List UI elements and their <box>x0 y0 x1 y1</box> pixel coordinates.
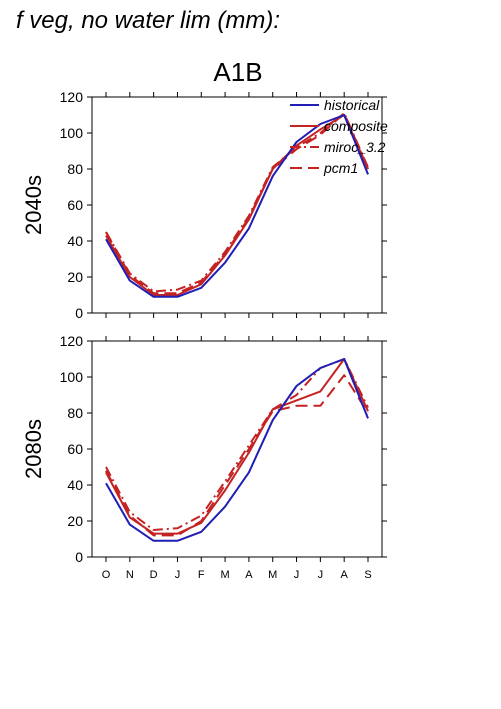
series-line-pcm1 <box>105 374 369 537</box>
series-line-composite <box>105 114 369 296</box>
y-tick-label: 60 <box>67 441 83 457</box>
x-tick-label: J <box>294 569 300 581</box>
y-tick-label: 100 <box>60 369 84 385</box>
x-tick-label: A <box>245 569 253 581</box>
series-line-miroc-3-2 <box>105 358 369 531</box>
x-tick-label: O <box>102 569 111 581</box>
y-tick-label: 60 <box>67 197 83 213</box>
y-tick-label: 0 <box>75 305 83 321</box>
y-tick-label: 20 <box>67 269 83 285</box>
chart-panel-2040s: 2040s 0 20 40 60 80 100 120 historical composite… <box>21 89 388 321</box>
series-line-miroc-3-2 <box>105 112 369 293</box>
legend-label: pcm1 <box>323 160 358 176</box>
series-line-composite <box>105 358 369 535</box>
legend-label: composite <box>324 118 388 134</box>
series-line-historical <box>105 114 369 298</box>
y-tick-label: 80 <box>67 405 83 421</box>
legend-label: historical <box>324 97 380 113</box>
legend-label: miroc_3.2 <box>324 139 386 155</box>
row-label-2040s: 2040s <box>21 175 46 235</box>
x-tick-label: J <box>318 569 324 581</box>
y-tick-label: 120 <box>60 333 84 349</box>
figure-title: f veg, no water lim (mm): <box>16 7 280 34</box>
x-tick-label: M <box>221 569 230 581</box>
x-tick-label: S <box>364 569 371 581</box>
y-tick-label: 0 <box>75 549 83 565</box>
x-tick-label: A <box>341 569 349 581</box>
row-label-2080s: 2080s <box>21 419 46 479</box>
chart-panel-2080s: 2080s 0 20 40 60 80 100 120 O N D J F M A M J J A S <box>21 333 387 581</box>
x-tick-label: F <box>198 569 205 581</box>
x-tick-label: M <box>268 569 277 581</box>
scenario-title: A1B <box>213 57 262 87</box>
plot-frame <box>91 340 383 558</box>
series-line-historical <box>105 358 369 542</box>
y-tick-label: 40 <box>67 233 83 249</box>
y-tick-label: 20 <box>67 513 83 529</box>
x-tick-label: J <box>175 569 181 581</box>
x-tick-label: D <box>150 569 158 581</box>
x-tick-label: N <box>126 569 134 581</box>
y-tick-label: 100 <box>60 125 84 141</box>
y-tick-label: 120 <box>60 89 84 105</box>
y-tick-label: 40 <box>67 477 83 493</box>
y-tick-label: 80 <box>67 161 83 177</box>
